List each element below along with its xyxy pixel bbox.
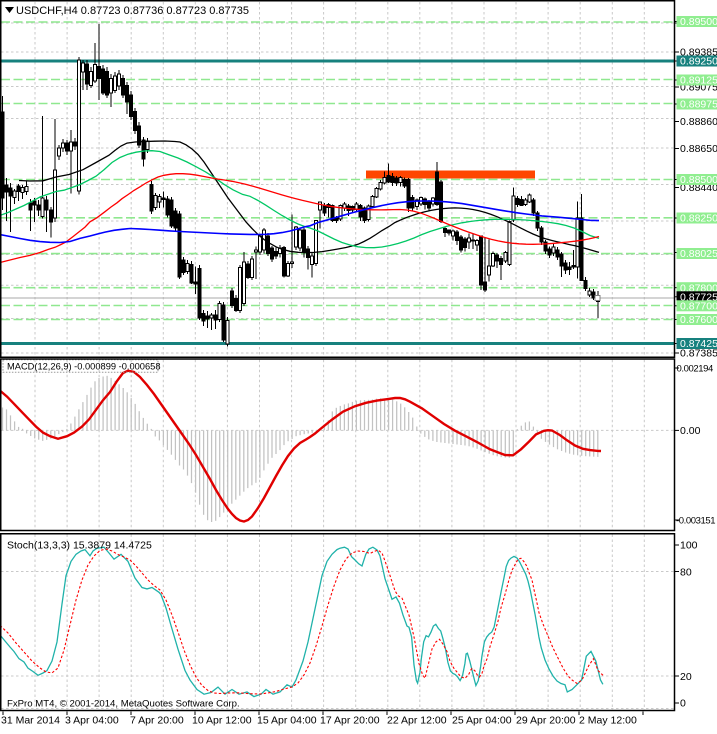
svg-text:17 Apr 20:00: 17 Apr 20:00 bbox=[320, 715, 380, 727]
svg-text:31 Mar 2014: 31 Mar 2014 bbox=[1, 715, 60, 727]
svg-text:0.87425: 0.87425 bbox=[680, 338, 717, 350]
svg-text:15 Apr 04:00: 15 Apr 04:00 bbox=[257, 715, 317, 727]
svg-text:USDCHF,H4 0.87723 0.87736 0.8: USDCHF,H4 0.87723 0.87736 0.87723 0.8773… bbox=[16, 5, 249, 17]
svg-text:MACD(12,26,9) -0.000899 -0.000: MACD(12,26,9) -0.000899 -0.000658 bbox=[7, 361, 161, 371]
svg-text:0.89125: 0.89125 bbox=[680, 75, 717, 87]
svg-text:0.89250: 0.89250 bbox=[680, 56, 717, 68]
svg-text:0.87700: 0.87700 bbox=[680, 301, 717, 313]
svg-text:3 Apr 04:00: 3 Apr 04:00 bbox=[65, 715, 119, 727]
svg-text:7 Apr 20:00: 7 Apr 20:00 bbox=[130, 715, 184, 727]
svg-text:80: 80 bbox=[680, 566, 692, 578]
svg-text:0.88975: 0.88975 bbox=[680, 99, 717, 111]
svg-text:0: 0 bbox=[680, 698, 686, 710]
svg-text:0.00: 0.00 bbox=[680, 425, 701, 437]
svg-text:0.89500: 0.89500 bbox=[680, 16, 717, 28]
svg-text:0.87600: 0.87600 bbox=[680, 314, 717, 326]
svg-text:-0.003151: -0.003151 bbox=[676, 516, 715, 527]
svg-text:Stoch(13,3,3) 15.3879 14.4725: Stoch(13,3,3) 15.3879 14.4725 bbox=[7, 540, 152, 552]
svg-text:0.002194: 0.002194 bbox=[677, 364, 714, 375]
svg-text:25 Apr 04:00: 25 Apr 04:00 bbox=[452, 715, 512, 727]
svg-text:0.88250: 0.88250 bbox=[680, 213, 717, 225]
svg-text:0.88025: 0.88025 bbox=[680, 248, 717, 260]
svg-text:0.88860: 0.88860 bbox=[680, 116, 717, 128]
svg-text:0.88500: 0.88500 bbox=[680, 174, 717, 186]
svg-text:20: 20 bbox=[680, 671, 692, 683]
svg-text:10 Apr 12:00: 10 Apr 12:00 bbox=[192, 715, 252, 727]
svg-text:100: 100 bbox=[680, 540, 698, 552]
svg-text:0.88650: 0.88650 bbox=[680, 143, 717, 155]
svg-text:2 May 12:00: 2 May 12:00 bbox=[579, 715, 637, 727]
svg-text:22 Apr 12:00: 22 Apr 12:00 bbox=[387, 715, 447, 727]
svg-text:29 Apr 20:00: 29 Apr 20:00 bbox=[516, 715, 576, 727]
svg-text:FxPro MT4, © 2001-2014, MetaQu: FxPro MT4, © 2001-2014, MetaQuotes Softw… bbox=[7, 698, 240, 709]
